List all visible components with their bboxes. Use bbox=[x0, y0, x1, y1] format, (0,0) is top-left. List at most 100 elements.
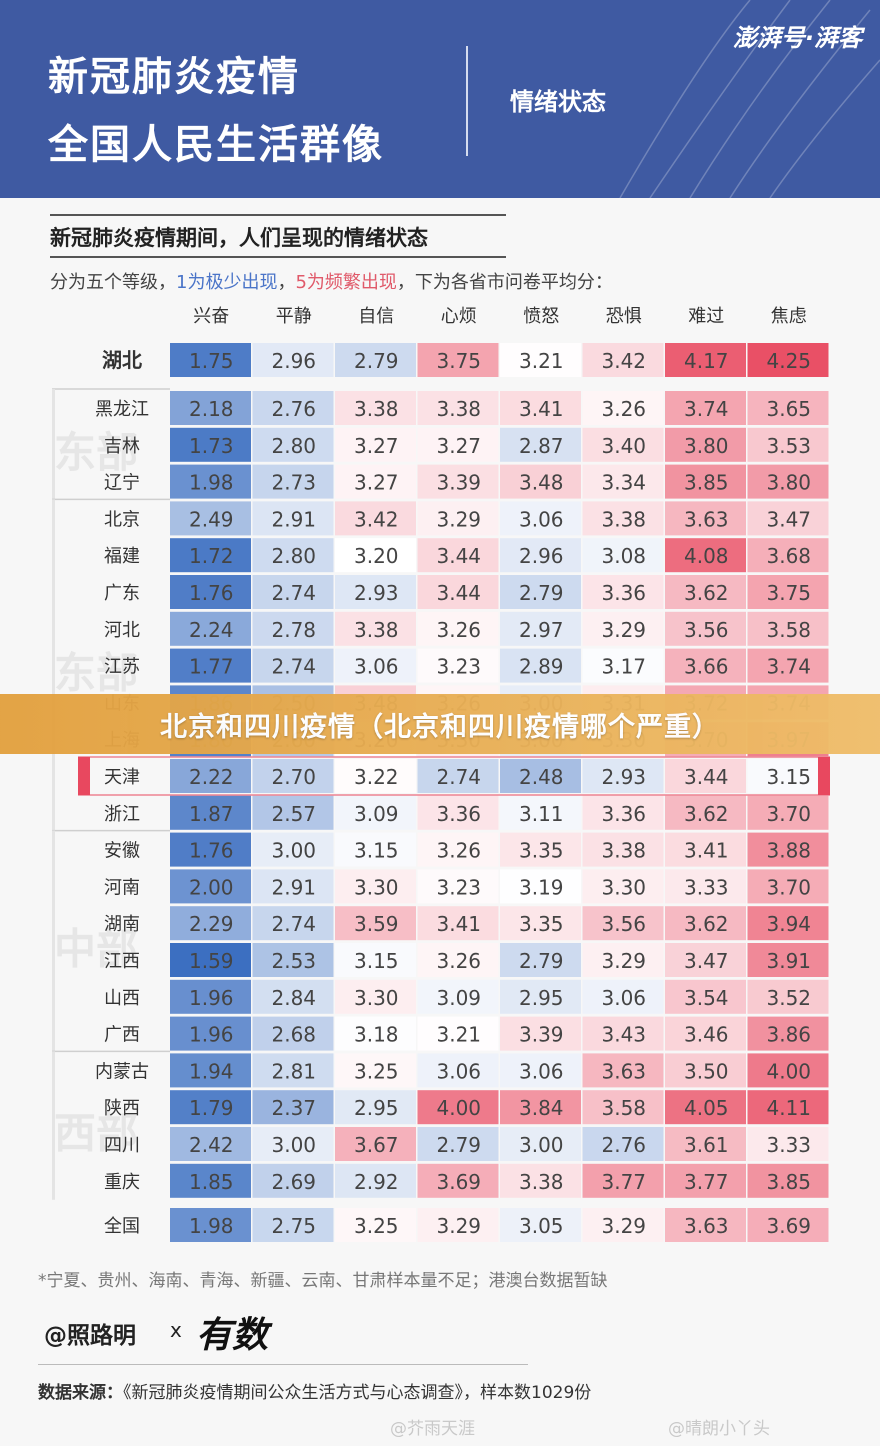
cell-value: 2.70 bbox=[271, 765, 316, 789]
heatmap-cell bbox=[500, 1208, 581, 1242]
cell-value: 3.66 bbox=[684, 655, 729, 679]
heatmap-cell bbox=[335, 648, 416, 683]
heatmap-cell bbox=[665, 759, 746, 793]
heatmap-cell bbox=[665, 1163, 746, 1198]
cell-value: 3.39 bbox=[519, 1023, 564, 1047]
cell-value: 3.20 bbox=[354, 544, 399, 568]
region-watermark-label: 中部 bbox=[54, 925, 138, 974]
cell-value: 3.80 bbox=[766, 471, 811, 495]
heatmap-cell bbox=[417, 979, 499, 1014]
heatmap-cell bbox=[170, 1208, 251, 1242]
cell-value: 3.38 bbox=[354, 397, 399, 421]
cell-value: 2.74 bbox=[271, 912, 316, 936]
column-header: 平静 bbox=[276, 306, 312, 327]
heatmap-cell bbox=[665, 464, 746, 499]
watermark-right: @晴朗小丫头 bbox=[668, 1419, 770, 1439]
heatmap-cell bbox=[252, 1053, 334, 1088]
section-description: 分为五个等级，1为极少出现，5为频繁出现，下为各省市问卷平均分： bbox=[50, 268, 613, 294]
cell-value: 3.38 bbox=[519, 1170, 564, 1194]
cell-value: 3.25 bbox=[354, 1214, 399, 1238]
heatmap-cell bbox=[335, 943, 416, 977]
cell-value: 3.41 bbox=[436, 912, 481, 936]
heatmap-cell bbox=[170, 943, 251, 977]
cell-value: 3.63 bbox=[684, 507, 729, 531]
heatmap-cell bbox=[417, 391, 499, 425]
cell-value: 1.85 bbox=[189, 1170, 234, 1194]
cell-value: 3.29 bbox=[436, 507, 481, 531]
cell-value: 2.91 bbox=[271, 875, 316, 899]
heatmap-cell bbox=[665, 501, 746, 536]
heatmap-cell bbox=[417, 759, 499, 793]
cell-value: 4.05 bbox=[684, 1096, 729, 1120]
heatmap-cell bbox=[582, 1208, 664, 1242]
cell-value: 3.26 bbox=[436, 839, 481, 863]
heatmap-cell bbox=[747, 427, 829, 462]
heatmap-cell bbox=[417, 1090, 499, 1125]
source-label: 数据来源： bbox=[38, 1383, 123, 1403]
row-label: 天津 bbox=[104, 767, 140, 788]
heatmap-cell bbox=[252, 906, 334, 941]
heatmap-cell bbox=[252, 427, 334, 462]
cell-value: 3.30 bbox=[354, 875, 399, 899]
cell-value: 2.92 bbox=[354, 1170, 399, 1194]
heatmap-cell bbox=[665, 979, 746, 1014]
footnote: *宁夏、贵州、海南、青海、新疆、云南、甘肃样本量不足；港澳台数据暂缺 bbox=[38, 1271, 608, 1291]
cell-value: 4.00 bbox=[436, 1096, 481, 1120]
cell-value: 3.52 bbox=[766, 986, 811, 1010]
row-label: 吉林 bbox=[104, 436, 140, 457]
footer-rule bbox=[38, 1364, 528, 1365]
heatmap-cell bbox=[335, 1090, 416, 1125]
cell-value: 3.46 bbox=[684, 1023, 729, 1047]
cell-value: 2.18 bbox=[189, 397, 234, 421]
header-banner: 新冠肺炎疫情 全国人民生活群像 情绪状态 澎湃号·湃客 bbox=[0, 0, 880, 198]
cell-value: 3.62 bbox=[684, 912, 729, 936]
heatmap-cell bbox=[335, 1127, 416, 1161]
cell-value: 1.59 bbox=[189, 949, 234, 973]
heatmap-cell bbox=[252, 943, 334, 977]
heatmap-cell bbox=[252, 1163, 334, 1198]
decorative-lines bbox=[619, 0, 880, 198]
heatmap-cell bbox=[335, 501, 416, 536]
cell-value: 1.96 bbox=[189, 1023, 234, 1047]
group-bar bbox=[52, 499, 55, 832]
heatmap-cell bbox=[170, 648, 251, 683]
cell-value: 3.35 bbox=[519, 912, 564, 936]
heatmap-cell bbox=[665, 427, 746, 462]
cell-value: 3.06 bbox=[354, 655, 399, 679]
cell-value: 2.76 bbox=[271, 397, 316, 421]
heatmap-cell bbox=[170, 501, 251, 536]
cell-value: 1.87 bbox=[189, 802, 234, 826]
cell-value: 2.37 bbox=[271, 1096, 316, 1120]
heatmap-cell bbox=[417, 869, 499, 904]
cell-value: 3.77 bbox=[684, 1170, 729, 1194]
cell-value: 3.69 bbox=[766, 1214, 811, 1238]
heatmap-cell bbox=[252, 343, 334, 377]
heatmap-cell bbox=[582, 1090, 664, 1125]
cell-value: 3.19 bbox=[519, 875, 564, 899]
row-label: 辽宁 bbox=[104, 473, 140, 494]
heatmap-cell bbox=[665, 538, 746, 573]
cell-value: 3.30 bbox=[354, 986, 399, 1010]
heatmap-cell bbox=[500, 979, 581, 1014]
region-watermark-label: 东部 bbox=[54, 649, 138, 698]
cell-value: 3.56 bbox=[684, 618, 729, 642]
heatmap-cell bbox=[335, 343, 416, 377]
cell-value: 3.00 bbox=[271, 839, 316, 863]
heatmap-cell bbox=[170, 979, 251, 1014]
heatmap-cell bbox=[665, 1016, 746, 1051]
cell-value: 1.77 bbox=[189, 655, 234, 679]
cell-value: 4.25 bbox=[766, 349, 811, 373]
row-label: 福建 bbox=[104, 546, 140, 567]
heatmap-cell bbox=[747, 869, 829, 904]
heatmap-cell bbox=[252, 648, 334, 683]
region-watermark-label: 西部 bbox=[54, 1109, 138, 1158]
heatmap-cell bbox=[747, 1127, 829, 1161]
cell-value: 3.26 bbox=[436, 949, 481, 973]
row-label: 内蒙古 bbox=[95, 1061, 149, 1082]
cell-value: 3.85 bbox=[766, 1170, 811, 1194]
cell-value: 3.06 bbox=[601, 986, 646, 1010]
cell-value: 3.70 bbox=[766, 802, 811, 826]
heatmap-cell bbox=[500, 464, 581, 499]
heatmap-cell bbox=[252, 979, 334, 1014]
heatmap-cell bbox=[252, 1208, 334, 1242]
